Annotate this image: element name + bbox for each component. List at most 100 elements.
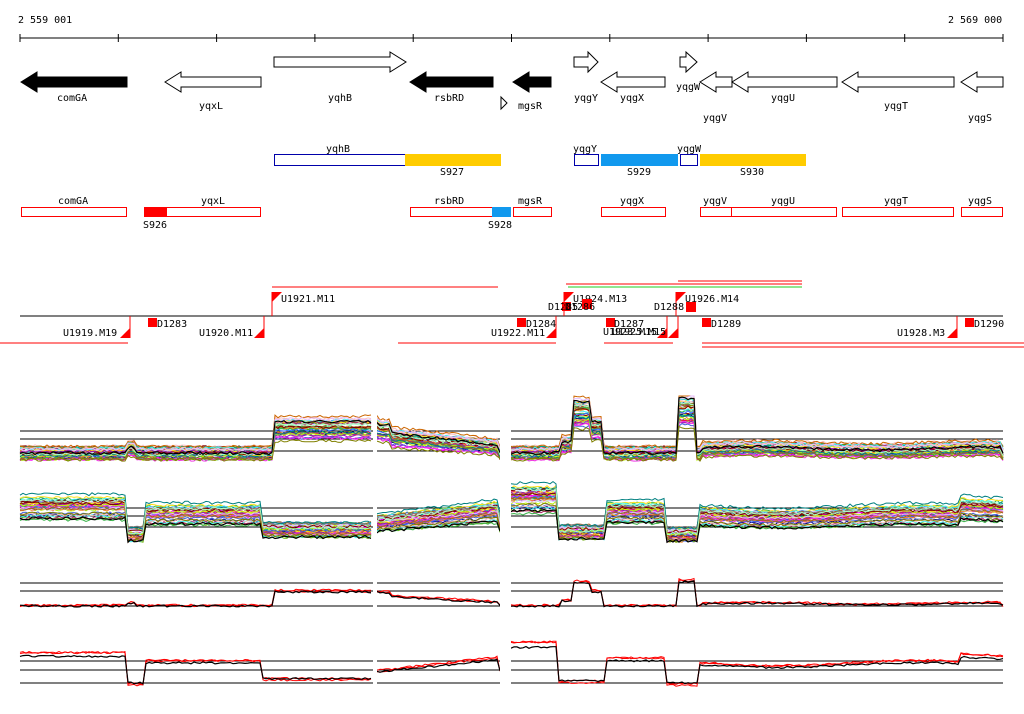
- segment-rsbRD[interactable]: rsbRD: [410, 196, 493, 217]
- tss-track: U1921.M11 D1285 U1924.M13 D1286 U1926.M1…: [0, 280, 1024, 348]
- tss-label: U1924.M13: [573, 294, 627, 305]
- tss-D1283[interactable]: D1283: [148, 318, 187, 330]
- expression-profile-line: [19, 651, 372, 687]
- tss-U1921-M11[interactable]: U1921.M11: [271, 292, 335, 316]
- tss-D1289[interactable]: D1289: [702, 318, 741, 330]
- segment-label: yqgW: [677, 144, 702, 155]
- gene-yqgS[interactable]: yqgS: [960, 71, 1004, 124]
- plot-gap: [500, 630, 511, 702]
- tss-U1920-M11[interactable]: U1920.M11: [199, 316, 265, 339]
- segment-yqhB[interactable]: yqhB: [274, 144, 406, 166]
- segment-S930[interactable]: S930: [700, 154, 806, 179]
- gene-comGA[interactable]: comGA: [20, 71, 128, 104]
- expression-profile-line: [376, 415, 501, 448]
- segment-S927[interactable]: S927: [405, 154, 501, 179]
- expression-profile-line: [376, 516, 501, 530]
- expression-profile-line: [510, 413, 1004, 458]
- gene-label: yqgT: [884, 101, 908, 112]
- tss-label: D1286: [565, 302, 595, 313]
- segment-yqgU[interactable]: yqgU: [731, 196, 837, 217]
- expression-profile-line: [376, 658, 501, 673]
- segment-comGA[interactable]: comGA: [21, 196, 127, 217]
- segment-yqgY[interactable]: yqgY: [573, 144, 599, 166]
- gene-yqxL[interactable]: yqxL: [164, 71, 262, 112]
- small-feature-icon: [500, 95, 508, 111]
- expression-profile-line: [19, 501, 372, 533]
- tss-U1926-M14[interactable]: U1926.M14: [675, 292, 739, 316]
- expression-profile-line: [510, 395, 1004, 452]
- expression-profile-line: [19, 498, 372, 535]
- plot-gap: [500, 386, 511, 471]
- segment-yqgT[interactable]: yqgT: [842, 196, 954, 217]
- gene-label: yqgX: [620, 93, 644, 104]
- segment-mgsR[interactable]: mgsR: [513, 196, 552, 217]
- segment-S928[interactable]: S928: [488, 207, 512, 232]
- expression-profile-line: [510, 508, 1004, 544]
- plot-gap: [500, 568, 511, 624]
- tss-D1285[interactable]: D1285: [548, 302, 578, 313]
- tss-label: U1922.M11: [491, 328, 545, 339]
- tss-D1288[interactable]: D1288: [654, 302, 696, 313]
- segment-yqgW[interactable]: yqgW: [677, 144, 702, 166]
- tss-D1287[interactable]: D1287: [606, 318, 644, 330]
- segment-label: comGA: [58, 196, 88, 207]
- expression-panel-plus-summary: [19, 568, 1004, 624]
- expression-profile-line: [19, 416, 372, 452]
- plus-strand-segments: yqhB S927 yqgY S929 yqgW S930: [274, 144, 806, 179]
- segment-label: yqgY: [573, 144, 597, 155]
- tss-label: U1919.M19: [63, 328, 117, 339]
- expression-profile-line: [376, 418, 501, 449]
- segment-yqgX[interactable]: yqgX: [601, 196, 666, 217]
- gene-yqgW[interactable]: yqgW: [676, 50, 701, 93]
- tss-U1919-M19[interactable]: U1919.M19: [63, 316, 131, 339]
- expression-profile-line: [376, 520, 501, 534]
- expression-profile-line: [376, 427, 501, 460]
- tss-U1925-M15[interactable]: U1925.M15: [612, 316, 679, 338]
- segment-yqxL[interactable]: yqxL: [166, 196, 261, 217]
- expression-panel-minus-all: [19, 460, 1004, 552]
- gene-yqgT[interactable]: yqgT: [841, 71, 955, 112]
- tss-U1924-M13[interactable]: U1924.M13: [563, 292, 627, 316]
- segment-label: yqgT: [884, 196, 908, 207]
- expression-profile-line: [376, 590, 501, 606]
- gene-yqgU[interactable]: yqgU: [731, 71, 838, 104]
- segment-S929[interactable]: S929: [601, 154, 678, 179]
- expression-profile-line: [376, 510, 501, 523]
- gene-yqgY[interactable]: yqgY: [573, 50, 599, 104]
- gene-label: yqgY: [574, 93, 598, 104]
- gene-label: mgsR: [518, 101, 543, 112]
- tss-label: D1288: [654, 302, 684, 313]
- gene-yqhB[interactable]: yqhB: [273, 51, 407, 104]
- segment-S926[interactable]: S926: [143, 207, 167, 232]
- tss-label: D1284: [526, 319, 556, 330]
- segment-label: yqgS: [968, 196, 992, 207]
- expression-profile-line: [376, 432, 501, 457]
- gene-rsbRD[interactable]: rsbRD: [409, 71, 494, 104]
- gene-mgsR[interactable]: mgsR: [500, 71, 552, 112]
- segment-label: S926: [143, 220, 167, 231]
- segment-label: yqxL: [201, 196, 225, 207]
- tss-D1286[interactable]: D1286: [565, 299, 595, 313]
- segment-label: S930: [740, 167, 764, 178]
- tss-U1922-M11[interactable]: U1922.M11: [491, 316, 557, 339]
- plot-gap: [500, 460, 511, 552]
- segment-yqgV[interactable]: yqgV: [700, 196, 732, 217]
- tss-U1923-M15[interactable]: U1923.M15: [603, 316, 668, 338]
- expression-profile-line: [510, 397, 1004, 451]
- gene-label: yqhB: [328, 93, 352, 104]
- tss-D1290[interactable]: D1290: [965, 318, 1004, 330]
- gene-yqgV[interactable]: yqgV: [699, 71, 733, 124]
- expression-profile-line: [510, 487, 1004, 536]
- tss-U1928-M3[interactable]: U1928.M3: [897, 316, 958, 339]
- gene-yqgX[interactable]: yqgX: [600, 71, 666, 104]
- gene-label: comGA: [57, 93, 87, 104]
- expression-profile-line: [376, 512, 501, 528]
- segment-yqgS[interactable]: yqgS: [961, 196, 1003, 217]
- gene-label: yqgU: [771, 93, 795, 104]
- tss-D1284[interactable]: D1284: [517, 318, 556, 330]
- tss-label: D1289: [711, 319, 741, 330]
- expression-profile-line: [376, 516, 501, 530]
- tss-label: D1290: [974, 319, 1004, 330]
- expression-profile-line: [376, 498, 501, 515]
